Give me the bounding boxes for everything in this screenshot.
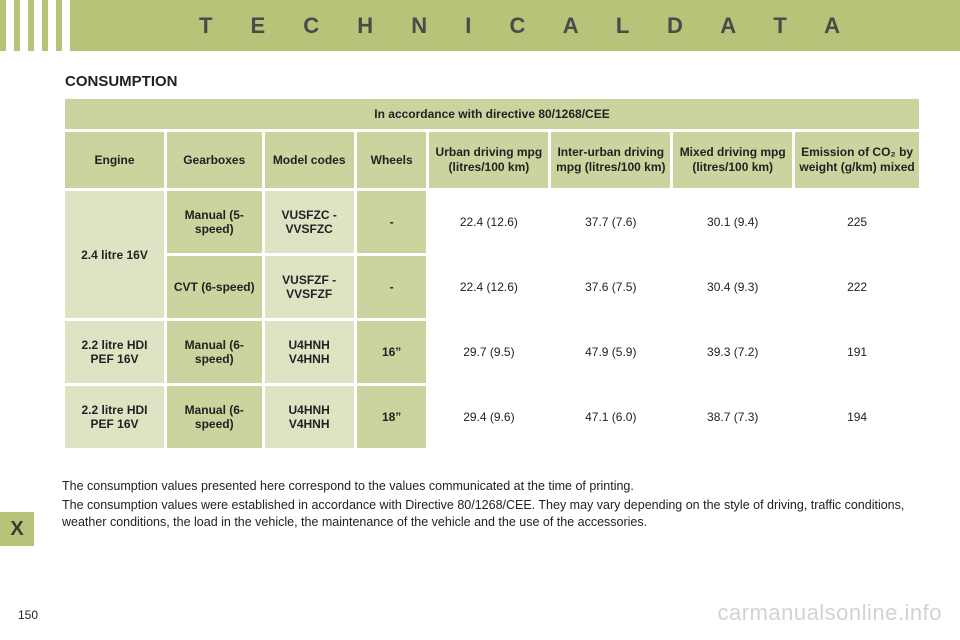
- col-model: Model codes: [265, 132, 354, 188]
- cell-mixed: 39.3 (7.2): [673, 321, 792, 383]
- table-row: 2.4 litre 16V Manual (5-speed) VUSFZC - …: [65, 191, 919, 253]
- cell-model: U4HNH V4HNH: [265, 321, 354, 383]
- cell-inter: 47.9 (5.9): [551, 321, 670, 383]
- consumption-table: In accordance with directive 80/1268/CEE…: [62, 96, 922, 451]
- cell-urban: 22.4 (12.6): [429, 256, 548, 318]
- cell-gearbox: CVT (6-speed): [167, 256, 262, 318]
- cell-wheels: -: [357, 191, 427, 253]
- cell-urban: 29.4 (9.6): [429, 386, 548, 448]
- table-row: CVT (6-speed) VUSFZF - VVSFZF - 22.4 (12…: [65, 256, 919, 318]
- cell-engine: 2.2 litre HDI PEF 16V: [65, 321, 164, 383]
- header-stripes: [0, 0, 95, 51]
- footnote-line-2: The consumption values were established …: [62, 497, 922, 531]
- cell-co2: 222: [795, 256, 919, 318]
- watermark: carmanualsonline.info: [717, 600, 942, 626]
- page-number: 150: [18, 608, 38, 622]
- cell-mixed: 38.7 (7.3): [673, 386, 792, 448]
- cell-urban: 22.4 (12.6): [429, 191, 548, 253]
- col-urban: Urban driving mpg (litres/100 km): [429, 132, 548, 188]
- cell-urban: 29.7 (9.5): [429, 321, 548, 383]
- cell-co2: 194: [795, 386, 919, 448]
- cell-inter: 37.7 (7.6): [551, 191, 670, 253]
- cell-co2: 225: [795, 191, 919, 253]
- cell-model: VUSFZF - VVSFZF: [265, 256, 354, 318]
- cell-co2: 191: [795, 321, 919, 383]
- col-gearboxes: Gearboxes: [167, 132, 262, 188]
- cell-model: U4HNH V4HNH: [265, 386, 354, 448]
- cell-inter: 47.1 (6.0): [551, 386, 670, 448]
- cell-gearbox: Manual (5-speed): [167, 191, 262, 253]
- section-heading: CONSUMPTION: [65, 73, 178, 90]
- section-tab: X: [0, 512, 34, 546]
- col-mixed: Mixed driving mpg (litres/100 km): [673, 132, 792, 188]
- cell-gearbox: Manual (6-speed): [167, 386, 262, 448]
- table-row: 2.2 litre HDI PEF 16V Manual (6-speed) U…: [65, 321, 919, 383]
- cell-engine: 2.4 litre 16V: [65, 191, 164, 318]
- table-row: 2.2 litre HDI PEF 16V Manual (6-speed) U…: [65, 386, 919, 448]
- cell-inter: 37.6 (7.5): [551, 256, 670, 318]
- cell-mixed: 30.4 (9.3): [673, 256, 792, 318]
- footnote-block: The consumption values presented here co…: [62, 478, 922, 533]
- cell-mixed: 30.1 (9.4): [673, 191, 792, 253]
- cell-engine: 2.2 litre HDI PEF 16V: [65, 386, 164, 448]
- cell-wheels: 18”: [357, 386, 427, 448]
- page-title: T E C H N I C A L D A T A: [95, 0, 960, 51]
- table-caption: In accordance with directive 80/1268/CEE: [65, 99, 919, 129]
- col-co2: Emission of CO₂ by weight (g/km) mixed: [795, 132, 919, 188]
- cell-model: VUSFZC - VVSFZC: [265, 191, 354, 253]
- col-wheels: Wheels: [357, 132, 427, 188]
- cell-gearbox: Manual (6-speed): [167, 321, 262, 383]
- cell-wheels: 16”: [357, 321, 427, 383]
- footnote-line-1: The consumption values presented here co…: [62, 478, 922, 495]
- cell-wheels: -: [357, 256, 427, 318]
- col-inter: Inter-urban driving mpg (litres/100 km): [551, 132, 670, 188]
- col-engine: Engine: [65, 132, 164, 188]
